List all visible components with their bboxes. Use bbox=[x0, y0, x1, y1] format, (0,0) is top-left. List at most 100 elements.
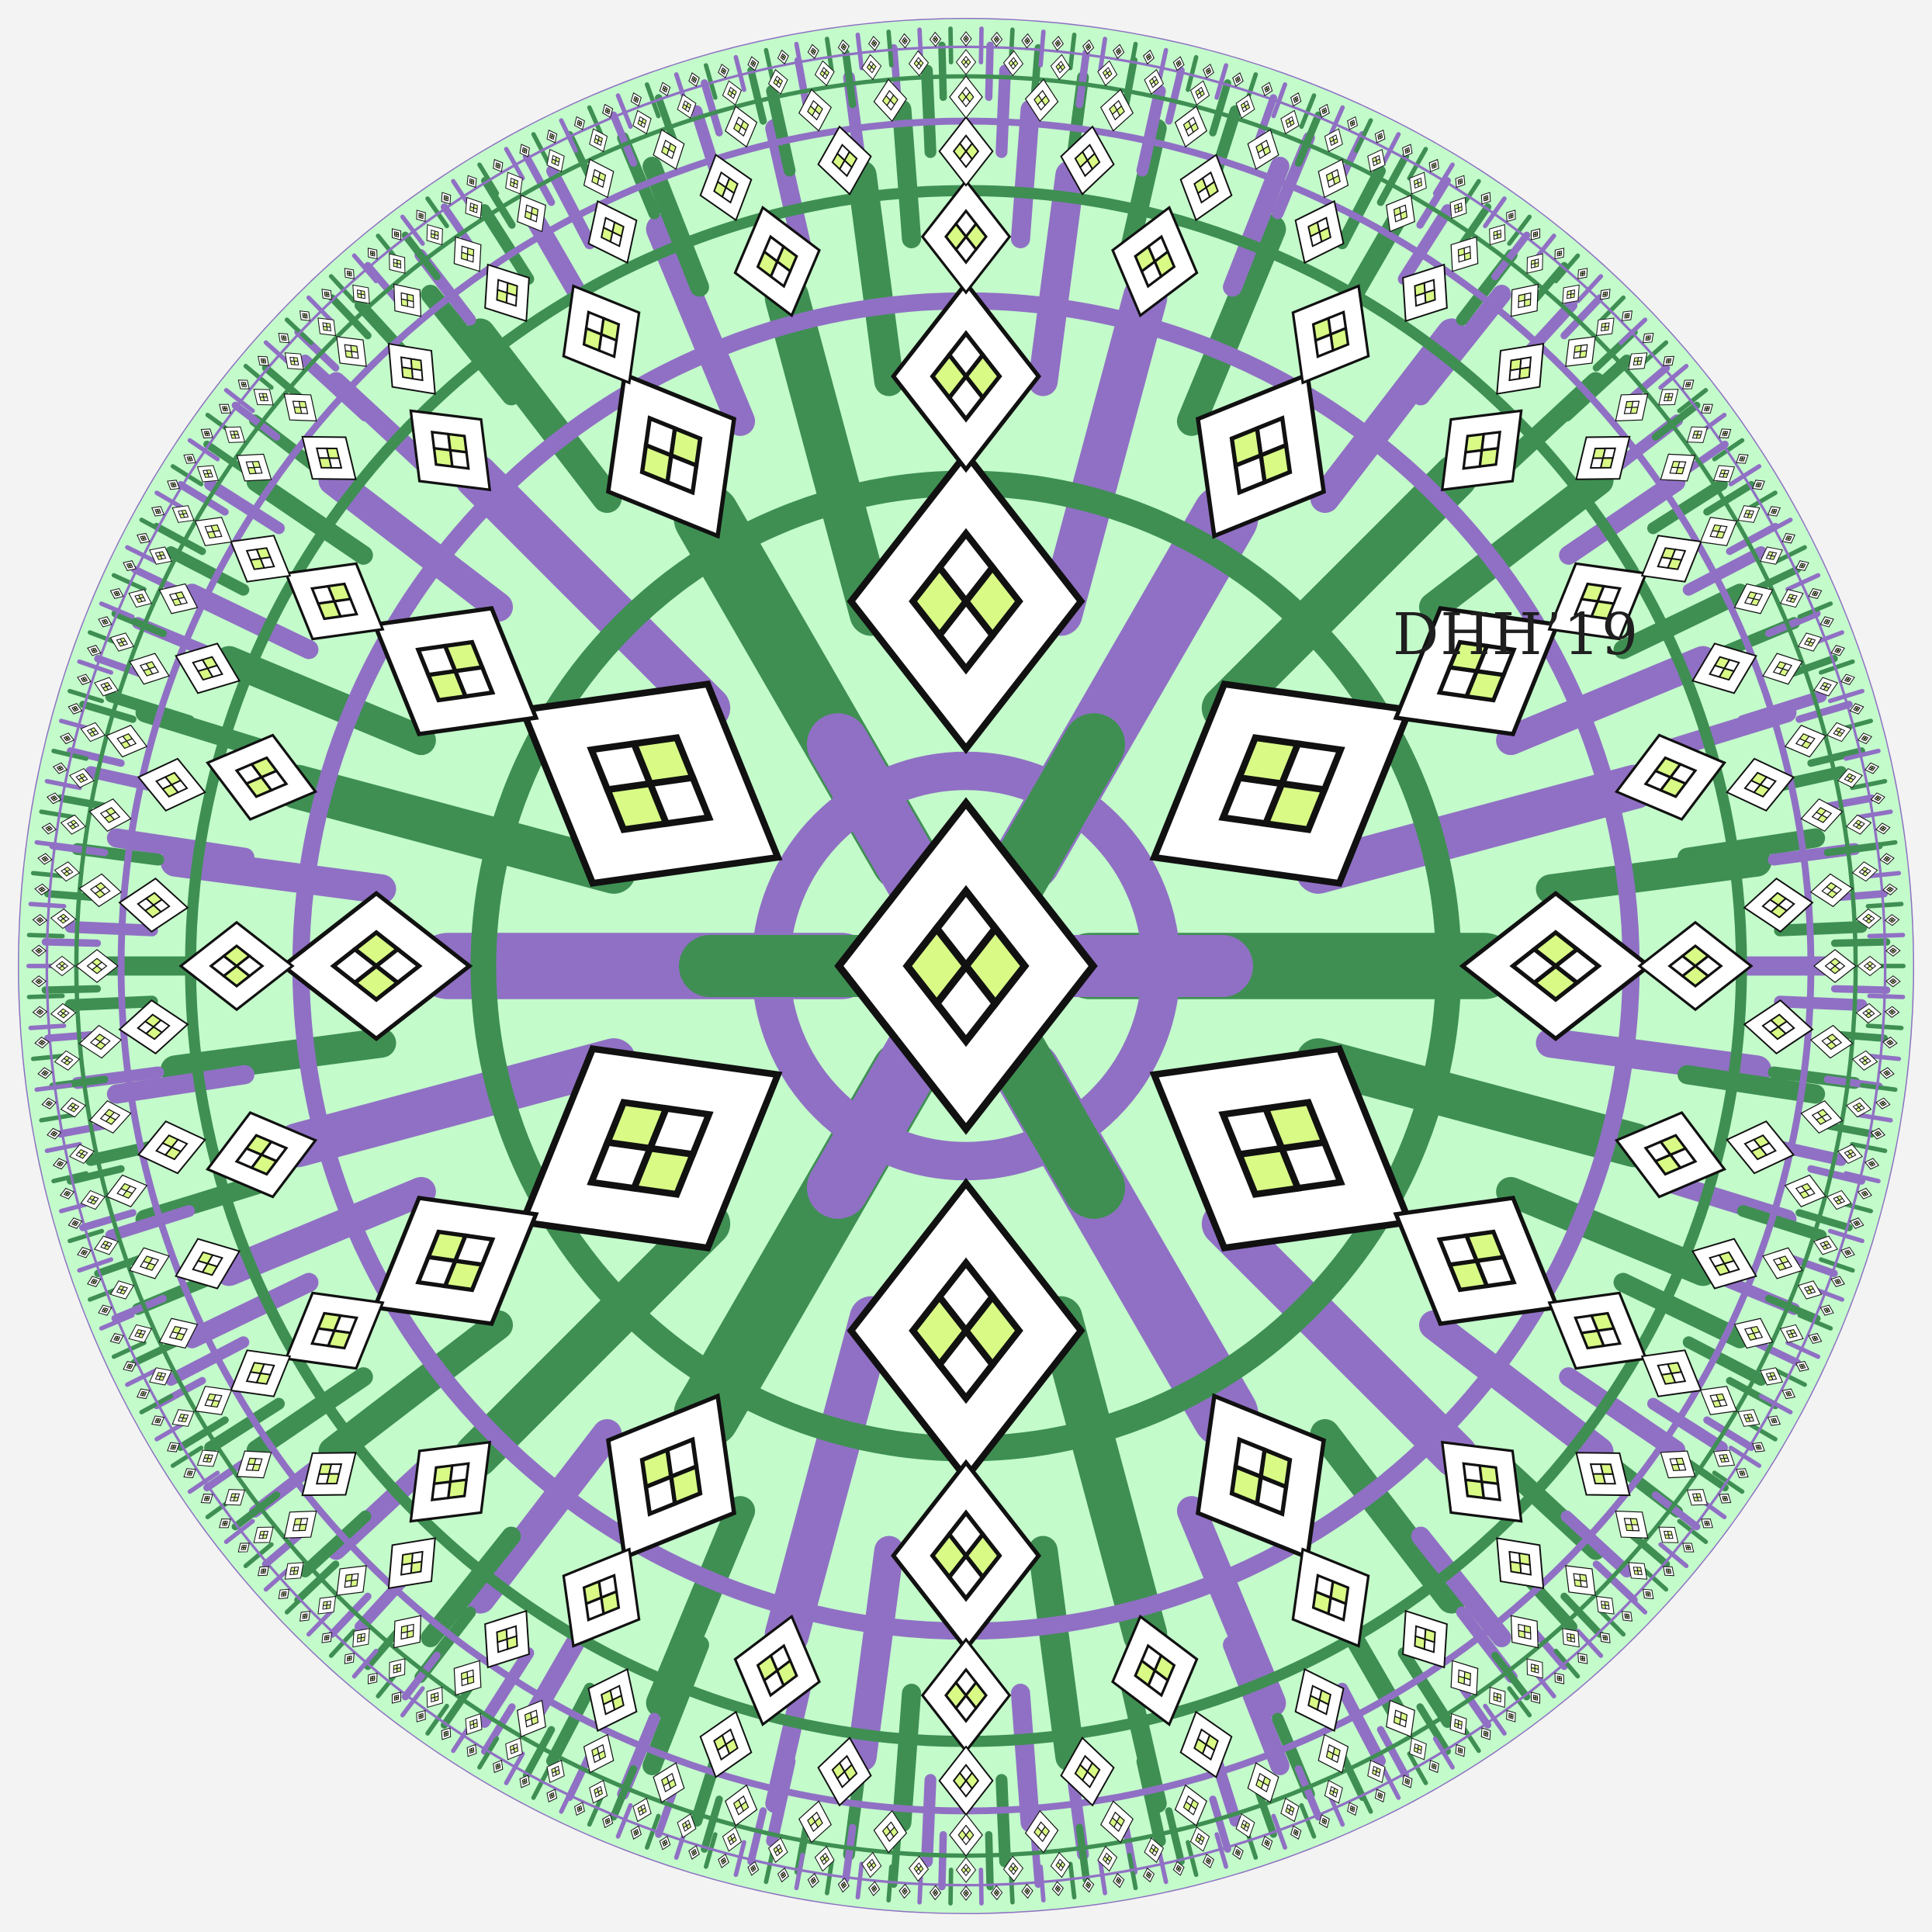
green-arm bbox=[1850, 1141, 1888, 1154]
lime-cell bbox=[1881, 1100, 1885, 1104]
diamond-motif bbox=[583, 158, 615, 199]
lime-cell bbox=[401, 366, 414, 380]
purple-arm bbox=[1827, 688, 1864, 704]
diamond-motif bbox=[223, 426, 246, 443]
diamond-motif bbox=[1562, 1628, 1580, 1648]
lime-cell bbox=[1861, 1055, 1869, 1061]
lime-cell bbox=[351, 963, 401, 1002]
lime-cell bbox=[1377, 133, 1381, 138]
lime-cell bbox=[1718, 1251, 1736, 1265]
green-arm bbox=[1507, 214, 1532, 246]
green-arm bbox=[454, 1201, 731, 1478]
green-arm bbox=[41, 985, 102, 994]
lime-cell bbox=[119, 1289, 126, 1295]
lime-cell bbox=[1813, 590, 1817, 594]
green-arm bbox=[318, 1310, 514, 1466]
diamond-motif bbox=[1449, 1712, 1467, 1736]
green-arm bbox=[478, 204, 535, 286]
diamond-motif bbox=[54, 861, 81, 882]
diamond-motif bbox=[1459, 890, 1653, 1042]
purple-arm bbox=[985, 41, 994, 102]
green-arm bbox=[421, 285, 521, 406]
diamond-motif bbox=[1797, 1280, 1823, 1300]
diamond-motif bbox=[80, 1189, 106, 1210]
purple-arm bbox=[105, 1205, 196, 1241]
purple-arm bbox=[855, 1861, 864, 1899]
lime-cell bbox=[964, 1680, 988, 1711]
green-arm bbox=[204, 1397, 286, 1454]
diamond-motif bbox=[861, 54, 882, 81]
diamond-motif bbox=[1752, 480, 1765, 490]
lime-cell bbox=[360, 1636, 365, 1643]
diamond-motif bbox=[1642, 333, 1654, 344]
purple-arm bbox=[328, 1592, 372, 1638]
green-arm bbox=[1830, 938, 1891, 947]
green-arm bbox=[1553, 1648, 1581, 1679]
diamond-motif bbox=[426, 1686, 443, 1709]
diamond-motif bbox=[1846, 1097, 1872, 1118]
lime-cell bbox=[203, 473, 210, 478]
diamond-motif bbox=[49, 955, 75, 977]
lime-cell bbox=[244, 775, 274, 798]
green-arm bbox=[1165, 1807, 1185, 1865]
lime-cell bbox=[1816, 807, 1827, 816]
diamond-motif bbox=[960, 31, 972, 47]
purple-arm bbox=[1271, 1813, 1287, 1850]
purple-arm bbox=[34, 1082, 73, 1092]
diamond-motif bbox=[336, 336, 367, 367]
diamond-motif bbox=[317, 1595, 337, 1615]
lime-cell bbox=[1591, 447, 1607, 459]
lime-cell bbox=[1847, 1148, 1854, 1155]
lime-cell bbox=[1463, 1229, 1507, 1263]
lime-cell bbox=[1509, 358, 1522, 372]
lime-cell bbox=[293, 1570, 299, 1575]
lime-cell bbox=[1414, 282, 1426, 297]
lime-cell bbox=[881, 95, 892, 106]
lime-cell bbox=[1888, 1039, 1892, 1044]
diamond-motif bbox=[1640, 535, 1702, 583]
lime-cell bbox=[1807, 1285, 1814, 1291]
diamond-motif bbox=[1826, 722, 1852, 743]
purple-arm bbox=[610, 111, 638, 168]
purple-arm bbox=[77, 659, 113, 675]
diamond-motif bbox=[1779, 1324, 1804, 1343]
purple-arm bbox=[44, 1141, 82, 1154]
purple-arm bbox=[79, 1209, 137, 1231]
diamond-motif bbox=[1701, 403, 1713, 414]
diamond-motif bbox=[178, 920, 295, 1012]
diamond-motif bbox=[1640, 1349, 1702, 1397]
diamond-motif bbox=[54, 1050, 81, 1071]
green-arm bbox=[1819, 659, 1855, 675]
diamond-motif bbox=[1813, 949, 1857, 983]
lime-cell bbox=[144, 904, 163, 919]
lime-cell bbox=[1580, 271, 1584, 275]
purple-arm bbox=[855, 33, 864, 71]
lime-cell bbox=[1629, 1518, 1639, 1525]
green-arm bbox=[825, 1858, 835, 1896]
diamond-motif bbox=[1658, 1526, 1679, 1543]
lime-cell bbox=[1778, 1255, 1789, 1264]
diamond-motif bbox=[1547, 562, 1648, 641]
diamond-motif bbox=[1885, 944, 1901, 957]
green-arm bbox=[1418, 466, 1614, 622]
diamond-motif bbox=[1386, 1699, 1415, 1738]
diamond-motif bbox=[1324, 1779, 1343, 1804]
diamond-motif bbox=[1660, 453, 1696, 482]
green-arm bbox=[139, 1394, 174, 1414]
purple-arm bbox=[1209, 1795, 1231, 1853]
lime-cell bbox=[1861, 866, 1868, 872]
purple-arm bbox=[701, 79, 723, 137]
purple-arm bbox=[1223, 1635, 1290, 1776]
green-arm bbox=[284, 1587, 313, 1615]
green-arm bbox=[1038, 1296, 1168, 1657]
lime-cell bbox=[145, 1262, 156, 1271]
lime-cell bbox=[432, 446, 454, 469]
diamond-motif bbox=[1317, 158, 1349, 199]
green-arm bbox=[892, 99, 922, 248]
lime-cell bbox=[1531, 259, 1536, 265]
lime-cell bbox=[1534, 1664, 1539, 1671]
lime-cell bbox=[963, 36, 967, 41]
lime-cell bbox=[1854, 705, 1859, 710]
lime-cell bbox=[161, 784, 179, 798]
diamond-motif bbox=[236, 453, 272, 482]
